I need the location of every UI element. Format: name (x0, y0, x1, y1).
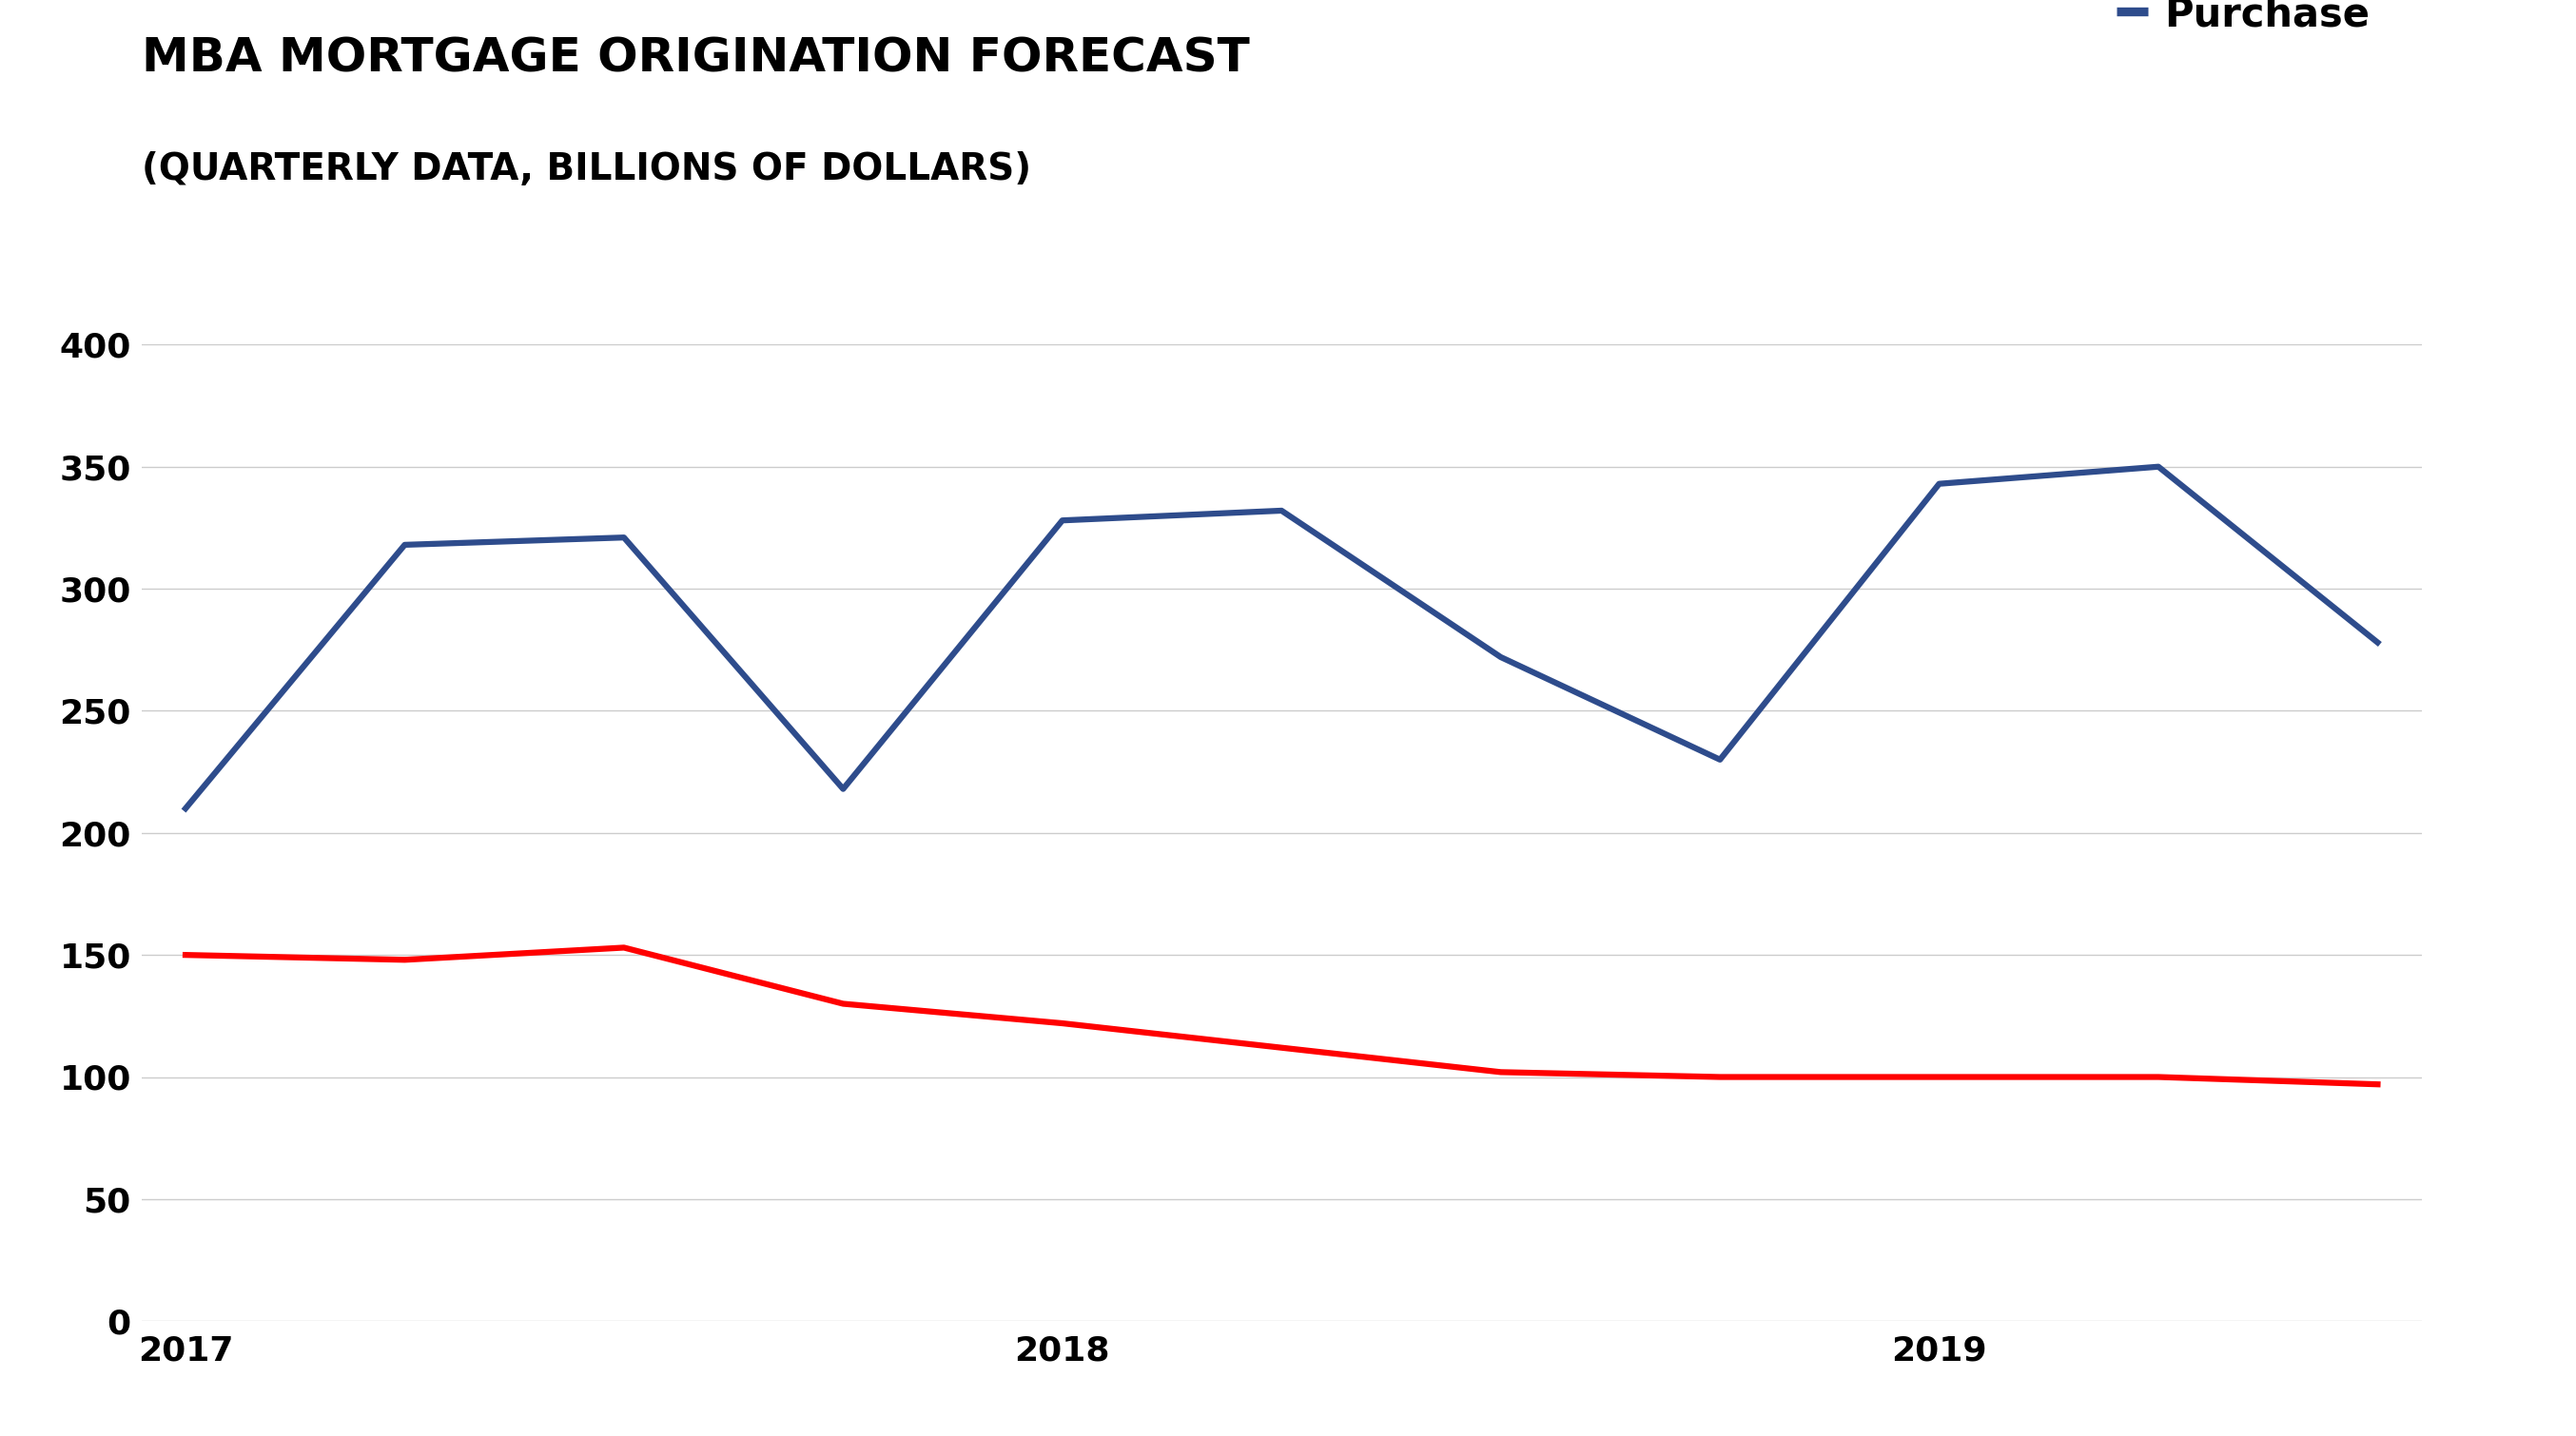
Legend: Refinance, Purchase: Refinance, Purchase (2102, 0, 2401, 50)
Text: MBA MORTGAGE ORIGINATION FORECAST: MBA MORTGAGE ORIGINATION FORECAST (142, 36, 1249, 82)
Text: (QUARTERLY DATA, BILLIONS OF DOLLARS): (QUARTERLY DATA, BILLIONS OF DOLLARS) (142, 151, 1030, 187)
